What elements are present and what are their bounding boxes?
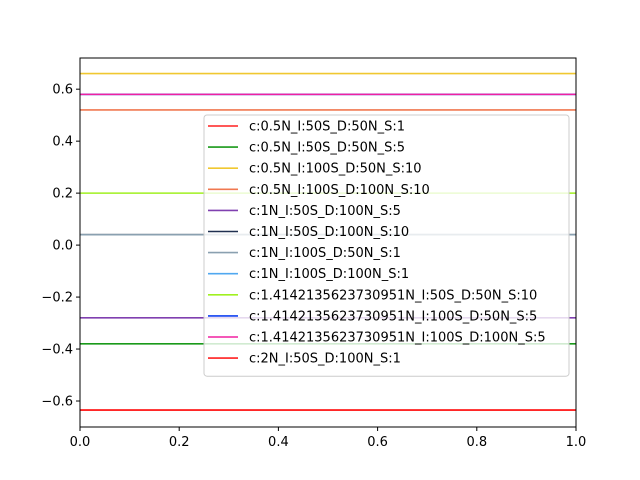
y-tick-label: 0.4 xyxy=(52,135,73,150)
x-tick-label: 0.0 xyxy=(70,435,91,450)
x-tick-label: 0.4 xyxy=(268,435,289,450)
x-tick-label: 0.2 xyxy=(169,435,190,450)
y-tick-label: −0.2 xyxy=(41,291,73,306)
legend-label: c:0.5N_I:50S_D:50N_S:5 xyxy=(249,141,405,156)
legend-label: c:0.5N_I:100S_D:100N_S:10 xyxy=(249,183,430,198)
legend-label: c:0.5N_I:100S_D:50N_S:10 xyxy=(249,162,422,177)
axes-frame xyxy=(79,57,577,428)
x-axis: 0.0 0.2 0.4 0.6 0.8 1.0 xyxy=(70,427,587,450)
y-tick-label: −0.6 xyxy=(41,395,73,410)
legend-label: c:1.4142135623730951N_I:100S_D:100N_S:5 xyxy=(249,331,546,346)
x-tick-label: 1.0 xyxy=(566,435,587,450)
axes-border xyxy=(79,57,577,428)
x-tick-label: 0.6 xyxy=(367,435,388,450)
x-tick-label: 0.8 xyxy=(466,435,487,450)
legend-label: c:1.4142135623730951N_I:100S_D:50N_S:5 xyxy=(249,309,537,324)
y-tick-label: 0.6 xyxy=(52,83,73,98)
y-tick-label: 0.0 xyxy=(52,239,73,254)
legend-label: c:1.4142135623730951N_I:50S_D:50N_S:10 xyxy=(249,288,537,303)
legend-label: c:1N_I:100S_D:50N_S:1 xyxy=(249,246,401,261)
legend-box xyxy=(203,114,570,377)
legend-label: c:2N_I:50S_D:100N_S:1 xyxy=(249,352,401,367)
legend: c:0.5N_I:50S_D:50N_S:1 c:0.5N_I:50S_D:50N… xyxy=(203,114,570,377)
y-tick-label: 0.2 xyxy=(52,187,73,202)
y-tick-label: −0.4 xyxy=(41,343,73,358)
legend-label: c:1N_I:100S_D:100N_S:1 xyxy=(249,267,409,282)
legend-label: c:1N_I:50S_D:100N_S:10 xyxy=(249,225,409,240)
legend-label: c:1N_I:50S_D:100N_S:5 xyxy=(249,204,401,219)
legend-label: c:0.5N_I:50S_D:50N_S:1 xyxy=(249,120,405,135)
y-axis: −0.6 −0.4 −0.2 0.0 0.2 0.4 0.6 xyxy=(41,83,80,410)
